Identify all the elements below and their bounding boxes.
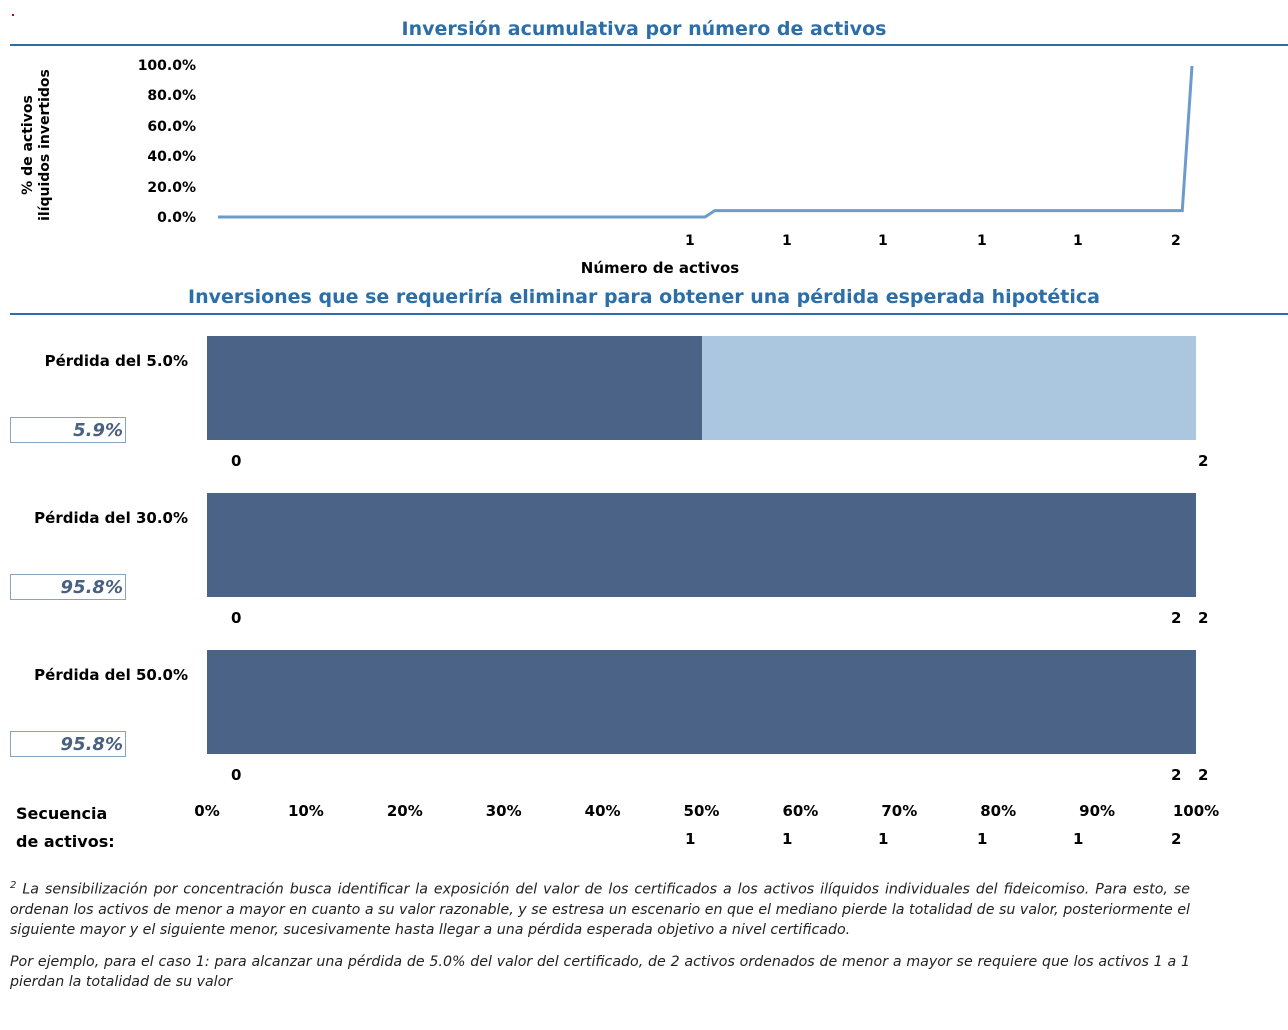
chart1-ytick-0: 100.0%	[137, 58, 196, 74]
sequence-label: Secuencia de activos:	[16, 800, 115, 856]
row-start-label-0: 0	[231, 452, 242, 470]
sequence-tick-2: 1	[878, 830, 889, 848]
bar-row2-segment-0	[207, 650, 1196, 754]
row-label-2: Pérdida del 50.0%	[34, 666, 188, 684]
row-value-box-2: 95.8%	[10, 731, 126, 757]
sequence-tick-5: 2	[1171, 830, 1182, 848]
chart2-title-rule	[10, 313, 1288, 315]
row-start-label-1: 0	[231, 609, 242, 627]
chart1-xlabel: Número de activos	[580, 259, 740, 277]
pct-tick-5: 50%	[683, 802, 720, 820]
chart1-plot	[218, 65, 1194, 219]
pct-tick-8: 80%	[980, 802, 1017, 820]
pct-tick-4: 40%	[584, 802, 621, 820]
row-end-label-2-0: 2	[1171, 766, 1182, 784]
chart1-ytick-5: 0.0%	[157, 210, 196, 226]
chart1-title: Inversión acumulativa por número de acti…	[401, 18, 887, 40]
corner-mark	[12, 14, 14, 16]
chart1-series-line	[218, 65, 1194, 219]
sequence-tick-3: 1	[977, 830, 988, 848]
chart1-ytick-3: 40.0%	[147, 149, 196, 166]
row-label-0: Pérdida del 5.0%	[44, 352, 188, 370]
pct-tick-9: 90%	[1079, 802, 1116, 820]
bar-row1-segment-0	[207, 493, 1196, 597]
pct-tick-0: 0%	[194, 802, 220, 820]
bar-row0-segment-0	[207, 336, 702, 440]
pct-tick-2: 20%	[386, 802, 423, 820]
chart1-ytick-2: 60.0%	[147, 118, 196, 135]
chart1-ytick-4: 20.0%	[147, 179, 196, 196]
footnote-paragraph-1: 2 La sensibilización por concentración b…	[10, 876, 1190, 940]
chart1-xtick-0: 1	[685, 233, 695, 249]
sequence-tick-1: 1	[782, 830, 793, 848]
chart2-title: Inversiones que se requeriría eliminar p…	[188, 286, 1100, 308]
footnote: 2 La sensibilización por concentración b…	[10, 876, 1190, 992]
row-end-label-1-0: 2	[1171, 609, 1182, 627]
footnote-paragraph-2: Por ejemplo, para el caso 1: para alcanz…	[10, 952, 1190, 992]
row-label-1: Pérdida del 30.0%	[34, 509, 188, 527]
row-value-box-1: 95.8%	[10, 574, 126, 600]
row-end-label-0-0: 2	[1198, 452, 1209, 470]
chart1-xtick-4: 1	[1073, 233, 1083, 249]
chart1-xtick-5: 2	[1171, 233, 1181, 249]
chart1-ytick-1: 80.0%	[147, 88, 196, 105]
footnote-marker: 2	[10, 880, 17, 891]
chart1-title-rule	[10, 44, 1288, 46]
chart1-xtick-3: 1	[977, 233, 987, 249]
sequence-label-line2: de activos:	[16, 832, 115, 851]
footnote-text-1: La sensibilización por concentración bus…	[10, 881, 1191, 938]
pct-tick-6: 60%	[782, 802, 819, 820]
sequence-tick-4: 1	[1073, 830, 1084, 848]
chart1-xtick-2: 1	[878, 233, 888, 249]
bar-row0-segment-1	[701, 336, 1196, 440]
pct-tick-10: 100%	[1172, 802, 1220, 820]
pct-tick-3: 30%	[485, 802, 522, 820]
row-start-label-2: 0	[231, 766, 242, 784]
sequence-tick-0: 1	[685, 830, 696, 848]
sequence-label-line1: Secuencia	[16, 804, 108, 823]
pct-tick-1: 10%	[287, 802, 324, 820]
chart1-xtick-1: 1	[782, 233, 792, 249]
row-end-label-1-1: 2	[1198, 609, 1209, 627]
row-end-label-2-1: 2	[1198, 766, 1209, 784]
footnote-text-2: Por ejemplo, para el caso 1: para alcanz…	[10, 953, 1190, 990]
pct-tick-7: 70%	[881, 802, 918, 820]
row-value-box-0: 5.9%	[10, 417, 126, 443]
